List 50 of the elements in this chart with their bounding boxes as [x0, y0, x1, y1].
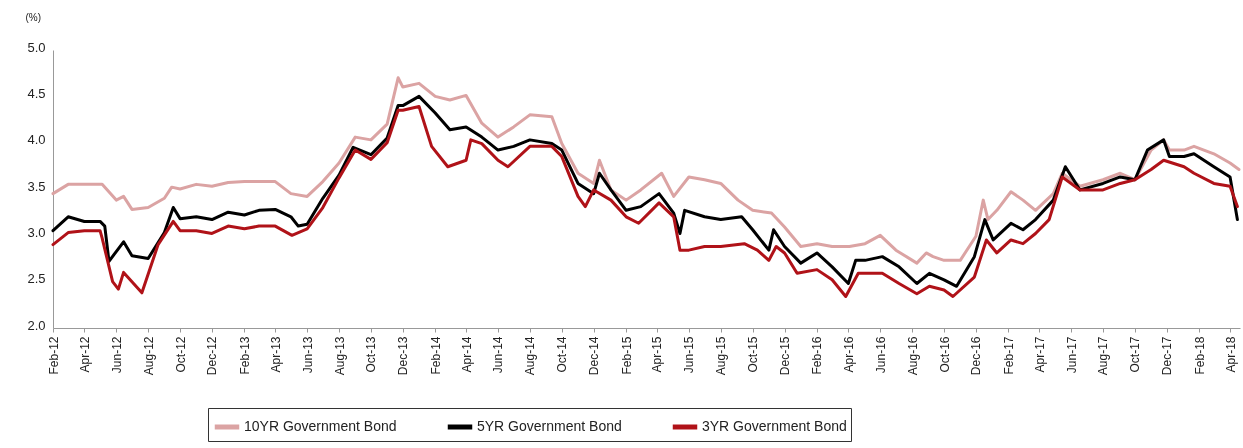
x-tick-label: Jun-17 — [1064, 336, 1079, 374]
x-tick-label: Oct-13 — [364, 336, 379, 373]
legend-label: 10YR Government Bond — [244, 418, 397, 434]
x-tick-label: Aug-17 — [1096, 336, 1111, 376]
x-tick-label: Dec-13 — [396, 336, 411, 376]
x-tick-label: Oct-17 — [1128, 336, 1143, 373]
x-tick-label: Feb-13 — [237, 336, 252, 375]
y-tick-label: 2.5 — [27, 271, 46, 287]
x-tick-label: Feb-15 — [619, 336, 634, 375]
x-tick-label: Jun-15 — [682, 336, 697, 374]
x-tick-label: Jun-14 — [491, 336, 506, 374]
x-tick-label: Apr-13 — [268, 336, 283, 373]
legend-label: 5YR Government Bond — [477, 418, 622, 434]
x-tick-label: Aug-14 — [523, 336, 538, 376]
x-tick-label: Apr-18 — [1223, 336, 1238, 373]
x-tick-label: Apr-16 — [841, 336, 856, 373]
y-tick-label: 3.0 — [27, 224, 46, 240]
x-tick-label: Aug-12 — [141, 336, 156, 376]
x-tick-label: Apr-12 — [77, 336, 92, 373]
x-tick-label: Dec-14 — [587, 336, 602, 376]
y-tick-label: 2.0 — [27, 317, 46, 333]
x-tick-label: Oct-12 — [173, 336, 188, 373]
legend-label: 3YR Government Bond — [702, 418, 847, 434]
x-tick-label: Apr-14 — [459, 336, 474, 373]
x-tick-label: Feb-14 — [428, 336, 443, 375]
x-tick-label: Dec-17 — [1160, 336, 1175, 376]
x-tick-label: Feb-18 — [1192, 336, 1207, 375]
x-tick-label: Aug-13 — [332, 336, 347, 376]
x-tick-label: Dec-12 — [205, 336, 220, 376]
x-tick-label: Oct-14 — [555, 336, 570, 373]
x-tick-label: Jun-12 — [109, 336, 124, 374]
y-axis-title: (%) — [25, 11, 42, 23]
x-tick-label: Dec-16 — [969, 336, 984, 376]
x-tick-label: Apr-17 — [1032, 336, 1047, 373]
x-tick-label: Aug-16 — [905, 336, 920, 376]
x-tick-label: Aug-15 — [714, 336, 729, 376]
line-series — [51, 76, 1241, 265]
x-tick-label: Apr-15 — [650, 336, 665, 373]
x-tick-label: Oct-15 — [746, 336, 761, 373]
x-tick-label: Jun-13 — [300, 336, 315, 374]
x-tick-label: Oct-16 — [937, 336, 952, 373]
x-tick-label: Feb-16 — [810, 336, 825, 375]
y-tick-label: 3.5 — [27, 178, 46, 194]
x-tick-label: Jun-16 — [873, 336, 888, 374]
x-tick-label: Dec-15 — [778, 336, 793, 376]
x-tick-label: Feb-12 — [46, 336, 61, 375]
y-tick-label: 4.0 — [27, 132, 46, 148]
y-tick-label: 5.0 — [27, 39, 46, 55]
x-tick-label: Feb-17 — [1001, 336, 1016, 375]
y-tick-label: 4.5 — [27, 85, 46, 101]
